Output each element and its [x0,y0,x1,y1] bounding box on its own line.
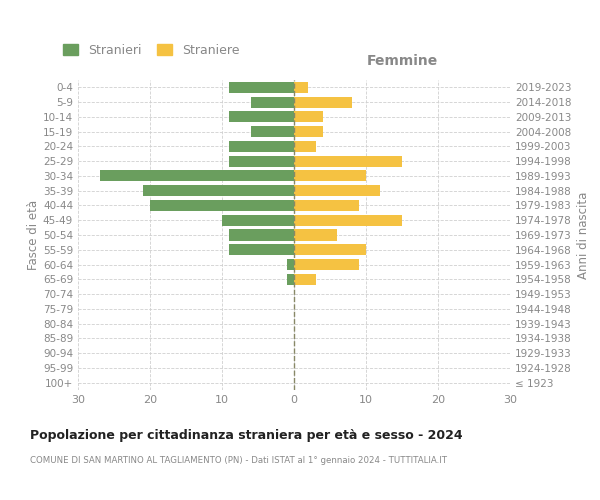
Bar [294,274,316,285]
Bar [229,244,294,256]
Bar [294,141,316,152]
Y-axis label: Anni di nascita: Anni di nascita [577,192,590,278]
Bar [294,244,366,256]
Bar [143,185,294,196]
Bar [251,96,294,108]
Bar [229,82,294,93]
Bar [294,156,402,166]
Bar [294,185,380,196]
Bar [150,200,294,211]
Bar [294,170,366,181]
Bar [229,230,294,240]
Bar [294,96,352,108]
Y-axis label: Fasce di età: Fasce di età [27,200,40,270]
Text: Femmine: Femmine [367,54,437,68]
Text: COMUNE DI SAN MARTINO AL TAGLIAMENTO (PN) - Dati ISTAT al 1° gennaio 2024 - TUTT: COMUNE DI SAN MARTINO AL TAGLIAMENTO (PN… [30,456,447,465]
Bar [100,170,294,181]
Bar [229,156,294,166]
Bar [294,259,359,270]
Text: Popolazione per cittadinanza straniera per età e sesso - 2024: Popolazione per cittadinanza straniera p… [30,430,463,442]
Bar [294,200,359,211]
Bar [294,214,402,226]
Bar [229,112,294,122]
Bar [287,259,294,270]
Bar [251,126,294,137]
Bar [222,214,294,226]
Bar [294,126,323,137]
Bar [294,112,323,122]
Bar [294,230,337,240]
Legend: Stranieri, Straniere: Stranieri, Straniere [59,40,243,60]
Bar [229,141,294,152]
Bar [287,274,294,285]
Bar [294,82,308,93]
